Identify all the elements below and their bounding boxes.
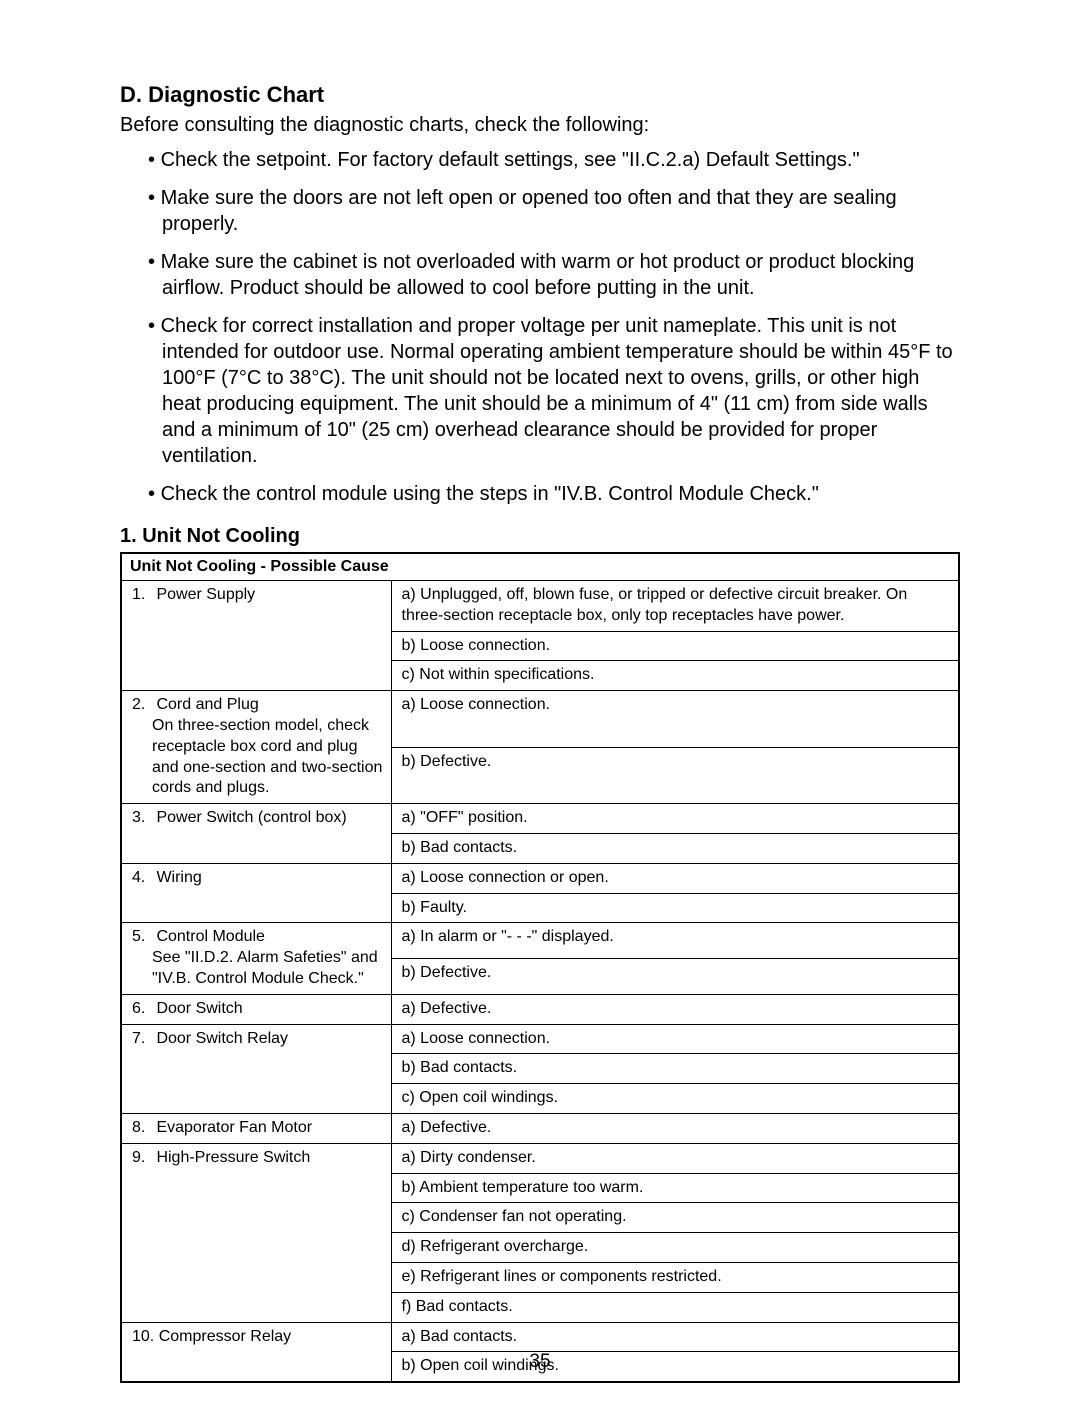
bullet-item: Check the control module using the steps… — [148, 481, 960, 507]
bullet-item: Check the setpoint. For factory default … — [148, 147, 960, 173]
component-number: 10. — [132, 1327, 154, 1348]
cause-cell: d) Refrigerant overcharge. — [391, 1233, 959, 1263]
cause-cell: c) Not within specifications. — [391, 661, 959, 691]
cause-cell: a) Bad contacts. — [391, 1322, 959, 1352]
component-cell: 4. Wiring — [121, 863, 391, 923]
table-row: 4. Wiringa) Loose connection or open. — [121, 863, 959, 893]
component-cell: 9. High-Pressure Switch — [121, 1143, 391, 1322]
table-row: 6. Door Switcha) Defective. — [121, 994, 959, 1024]
cause-cell: a) Loose connection. — [391, 1024, 959, 1054]
component-number: 8. — [132, 1118, 152, 1139]
cause-cell: a) Unplugged, off, blown fuse, or trippe… — [391, 581, 959, 632]
cause-cell: e) Refrigerant lines or components restr… — [391, 1262, 959, 1292]
component-cell: 6. Door Switch — [121, 994, 391, 1024]
cause-cell: a) Defective. — [391, 1113, 959, 1143]
component-number: 3. — [132, 808, 152, 829]
page: D. Diagnostic Chart Before consulting th… — [0, 0, 1080, 1423]
cause-cell: a) Loose connection. — [391, 691, 959, 747]
component-number: 5. — [132, 927, 152, 948]
cause-cell: f) Bad contacts. — [391, 1292, 959, 1322]
bullet-item: Make sure the doors are not left open or… — [148, 185, 960, 237]
component-cell: 1. Power Supply — [121, 581, 391, 691]
component-number: 9. — [132, 1148, 152, 1169]
component-number: 6. — [132, 999, 152, 1020]
cause-cell: a) Defective. — [391, 994, 959, 1024]
bullet-list: Check the setpoint. For factory default … — [120, 147, 960, 507]
cause-cell: a) "OFF" position. — [391, 804, 959, 834]
cause-cell: c) Open coil windings. — [391, 1084, 959, 1114]
component-cell: 3. Power Switch (control box) — [121, 804, 391, 864]
bullet-item: Check for correct installation and prope… — [148, 313, 960, 469]
table-row: 9. High-Pressure Switcha) Dirty condense… — [121, 1143, 959, 1173]
cause-cell: b) Loose connection. — [391, 631, 959, 661]
component-number: 2. — [132, 695, 152, 716]
subsection-title: 1. Unit Not Cooling — [120, 525, 960, 548]
page-number: 35 — [0, 1351, 1080, 1373]
diagnostic-table: Unit Not Cooling - Possible Cause 1. Pow… — [120, 552, 960, 1383]
cause-cell: b) Defective. — [391, 747, 959, 804]
table-row: 3. Power Switch (control box)a) "OFF" po… — [121, 804, 959, 834]
cause-cell: b) Faulty. — [391, 893, 959, 923]
table-row: 10. Compressor Relaya) Bad contacts. — [121, 1322, 959, 1352]
cause-cell: c) Condenser fan not operating. — [391, 1203, 959, 1233]
component-cell: 8. Evaporator Fan Motor — [121, 1113, 391, 1143]
table-row: 1. Power Supplya) Unplugged, off, blown … — [121, 581, 959, 632]
table-row: 7. Door Switch Relaya) Loose connection. — [121, 1024, 959, 1054]
cause-cell: a) Dirty condenser. — [391, 1143, 959, 1173]
component-number: 7. — [132, 1029, 152, 1050]
table-row: 2. Cord and PlugOn three-section model, … — [121, 691, 959, 747]
cause-cell: a) In alarm or "- - -" displayed. — [391, 923, 959, 959]
cause-cell: a) Loose connection or open. — [391, 863, 959, 893]
component-cell: 7. Door Switch Relay — [121, 1024, 391, 1113]
cause-cell: b) Bad contacts. — [391, 1054, 959, 1084]
cause-cell: b) Defective. — [391, 959, 959, 995]
bullet-item: Make sure the cabinet is not overloaded … — [148, 249, 960, 301]
section-title: D. Diagnostic Chart — [120, 82, 960, 108]
table-header: Unit Not Cooling - Possible Cause — [121, 553, 959, 581]
component-number: 4. — [132, 868, 152, 889]
intro-line: Before consulting the diagnostic charts,… — [120, 114, 960, 137]
component-number: 1. — [132, 585, 152, 606]
table-row: 8. Evaporator Fan Motora) Defective. — [121, 1113, 959, 1143]
component-cell: 5. Control ModuleSee "II.D.2. Alarm Safe… — [121, 923, 391, 994]
table-row: 5. Control ModuleSee "II.D.2. Alarm Safe… — [121, 923, 959, 959]
component-cell: 2. Cord and PlugOn three-section model, … — [121, 691, 391, 804]
cause-cell: b) Bad contacts. — [391, 833, 959, 863]
cause-cell: b) Ambient temperature too warm. — [391, 1173, 959, 1203]
